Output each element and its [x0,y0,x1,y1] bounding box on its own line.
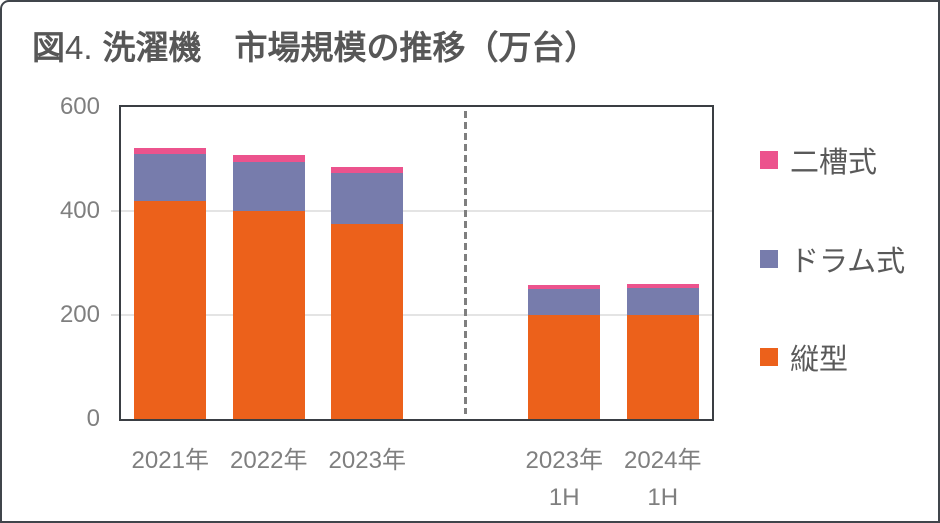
legend-swatch-icon [760,249,778,268]
period-divider-line [464,111,468,414]
legend-label: ドラム式 [790,245,906,278]
bar-segment [134,147,207,154]
x-tick-label-line: 2024年 [624,447,702,474]
bar-segment [232,211,305,419]
bar-2023年 [331,166,404,419]
bar-2021年 [134,147,207,419]
y-tick-label: 400 [59,197,100,224]
bar-2022年 [232,154,305,419]
bar-segment [626,288,699,315]
bar-segment [528,289,601,315]
legend-label: 縦型 [790,344,849,376]
legend-item: 縦型 [760,342,848,376]
figure-title-text: 洗濯機 市場規模の推移（万台） [102,29,598,66]
figure-number: 4. [65,29,93,66]
legend-item: ドラム式 [760,244,905,278]
bar-segment [528,285,601,289]
gridline [121,210,712,212]
x-tick-label: 2023年 [314,442,421,479]
x-tick-label-line: 1H [548,484,580,511]
bar-segment [232,161,305,211]
bar-segment [134,153,207,201]
y-axis-tick [111,210,119,212]
bars-layer [121,107,712,419]
legend-swatch-icon [760,348,778,366]
legend-swatch-icon [760,151,778,169]
x-tick-label-line: 2023年 [328,447,406,474]
x-tick-label: 2021年 [117,442,224,479]
bar-segment [232,154,305,162]
bar-segment [134,200,207,419]
bar-segment [331,224,404,419]
legend-item: 二槽式 [760,145,877,179]
legend-label: 二槽式 [790,147,878,179]
y-axis-tick [111,314,119,316]
x-tick-label-line: 2023年 [525,447,603,474]
y-tick-label: 600 [59,93,100,120]
grid-layer [121,107,712,419]
x-tick-label: 2024年 1H [610,442,717,516]
bar-2024年 1H [626,284,699,419]
x-tick-label-line: 2022年 [230,447,308,474]
y-tick-label: 0 [86,405,100,432]
bar-segment [331,166,404,174]
x-tick-label-line: 1H [647,484,679,511]
bar-2023年 1H [528,285,601,419]
x-tick-label: 2023年 1H [511,442,618,516]
plot-area [119,105,714,421]
figure-label: 図 [32,29,65,66]
x-tick-label-line: 2021年 [131,447,209,474]
y-tick-label: 200 [59,301,100,328]
bar-segment [528,315,601,419]
x-tick-label: 2022年 [216,442,323,479]
figure-title: 図4. 洗濯機 市場規模の推移（万台） [32,28,598,68]
bar-segment [331,173,404,224]
gridline [121,314,712,316]
bar-segment [626,315,699,419]
bar-segment [626,284,699,289]
